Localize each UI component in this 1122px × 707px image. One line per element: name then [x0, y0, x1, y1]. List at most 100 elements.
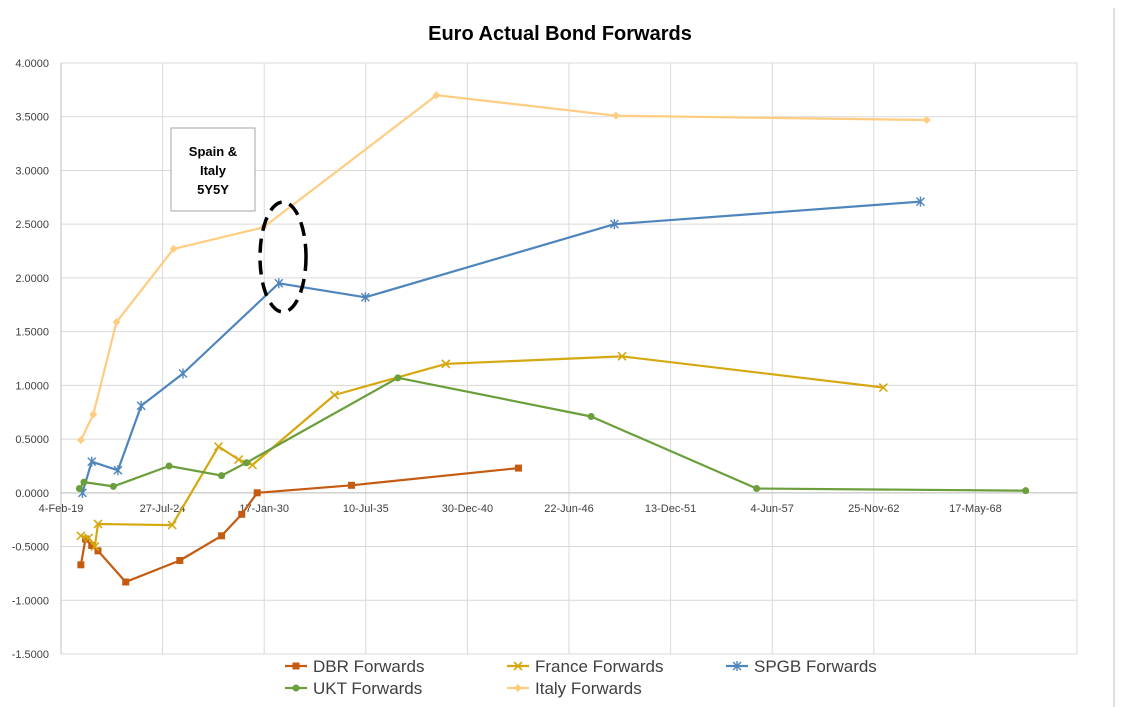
legend-label: SPGB Forwards — [754, 657, 877, 676]
legend-label: Italy Forwards — [535, 679, 642, 698]
x-tick-label: 25-Nov-62 — [848, 503, 899, 515]
legend-item-france-forwards: France Forwards — [507, 657, 663, 676]
spgb-forwards-point — [274, 278, 284, 289]
france-forwards-point — [76, 531, 86, 541]
france-forwards-point — [167, 520, 177, 530]
france-forwards-point — [90, 541, 100, 552]
y-tick-label: 1.5000 — [15, 327, 49, 339]
ukt-forwards-point — [165, 462, 173, 470]
x-tick-label: 4-Jun-57 — [750, 503, 793, 515]
italy-forwards-line — [79, 94, 927, 441]
legend-item-italy-forwards: Italy Forwards — [507, 679, 642, 698]
ukt-forwards-point — [75, 485, 83, 493]
dbr-forwards-point — [176, 557, 184, 565]
chart-title: Euro Actual Bond Forwards — [428, 23, 692, 45]
legend-swatch-marker — [292, 684, 300, 692]
dbr-forwards-point — [238, 510, 246, 518]
y-tick-label: 4.0000 — [15, 58, 49, 70]
dbr-forwards-point — [88, 541, 96, 549]
ukt-forwards-point — [1022, 487, 1030, 495]
spgb-forwards-point — [87, 456, 97, 467]
dbr-forwards-point — [77, 561, 85, 569]
dbr-forwards-point — [218, 532, 226, 540]
ukt-forwards-point — [109, 482, 117, 490]
x-tick-label: 10-Jul-35 — [343, 503, 389, 515]
italy-forwards-point — [112, 317, 121, 326]
ukt-forwards-point — [394, 374, 402, 382]
y-tick-label: 2.0000 — [15, 273, 49, 285]
ukt-forwards-line — [78, 376, 1026, 492]
legend-label: UKT Forwards — [313, 679, 422, 698]
france-forwards-point — [213, 442, 224, 452]
x-tick-label: 17-Jan-30 — [239, 503, 289, 515]
legend-item-spgb-forwards: SPGB Forwards — [726, 657, 877, 676]
annotations: Spain & Italy 5Y5Y — [170, 127, 308, 314]
x-tick-label: 13-Dec-51 — [645, 503, 696, 515]
note-line-1: Spain & — [189, 144, 237, 159]
dbr-forwards-point — [82, 535, 90, 543]
legend-label: DBR Forwards — [313, 657, 424, 676]
y-tick-label: -1.0000 — [12, 595, 49, 607]
spgb-forwards-point — [360, 292, 370, 303]
highlight-ellipse — [258, 200, 308, 314]
note-line-3: 5Y5Y — [197, 182, 229, 197]
france-forwards-point — [878, 382, 888, 393]
axes: -1.5000 -1.0000 -0.5000 0.0000 0.5000 1.0000 1… — [12, 58, 1077, 661]
dbr-forwards-point — [122, 578, 130, 586]
italy-forwards-point — [169, 244, 178, 253]
france-forwards-point — [329, 390, 340, 400]
y-tick-label: 1.0000 — [15, 380, 49, 392]
x-tick-label: 30-Dec-40 — [442, 503, 493, 515]
y-tick-label: 3.0000 — [15, 165, 49, 177]
italy-forwards-point — [922, 115, 931, 124]
note-box — [170, 127, 256, 212]
y-tick-label: -1.5000 — [12, 649, 49, 661]
france-forwards-point — [84, 533, 94, 543]
ukt-forwards-point — [218, 472, 226, 480]
france-forwards-point — [93, 519, 103, 529]
x-tick-label: 17-May-68 — [949, 503, 1002, 515]
y-tick-label: -0.5000 — [12, 542, 49, 554]
y-tick-label: 2.5000 — [15, 219, 49, 231]
dbr-forwards-series — [77, 464, 522, 586]
italy-forwards-point — [76, 436, 85, 445]
spgb-forwards-point — [915, 196, 925, 207]
y-tick-label: 0.0000 — [15, 488, 49, 500]
ukt-forwards-point — [242, 459, 250, 467]
legend-swatch-marker — [514, 684, 522, 692]
legend: DBR Forwards France Forwards SPGB Forwards… — [285, 657, 877, 698]
y-tick-label: 0.5000 — [15, 434, 49, 446]
spgb-forwards-point — [609, 219, 619, 230]
dbr-forwards-point — [253, 489, 261, 497]
france-forwards-point — [234, 454, 244, 465]
ukt-forwards-point — [587, 413, 595, 421]
france-forwards-point — [441, 359, 451, 369]
dbr-forwards-point — [347, 481, 355, 489]
ukt-forwards-series — [75, 374, 1030, 495]
spgb-forwards-series — [77, 196, 925, 498]
italy-forwards-point — [89, 410, 98, 419]
legend-item-ukt-forwards: UKT Forwards — [285, 679, 422, 698]
series-lines — [75, 91, 1030, 586]
spgb-forwards-point — [178, 368, 188, 379]
dbr-forwards-point — [94, 547, 102, 555]
spgb-forwards-point — [113, 465, 123, 476]
x-tick-label: 22-Jun-46 — [544, 503, 594, 515]
x-tick-label: 27-Jul-24 — [140, 503, 186, 515]
italy-forwards-point — [611, 111, 620, 120]
spgb-forwards-point — [136, 400, 146, 411]
legend-swatch-marker — [292, 662, 300, 670]
france-forwards-point — [617, 351, 627, 361]
dbr-forwards-point — [514, 464, 522, 472]
legend-swatch-marker — [732, 661, 742, 671]
legend-item-dbr-forwards: DBR Forwards — [285, 657, 424, 676]
ukt-forwards-point — [80, 478, 88, 486]
legend-label: France Forwards — [535, 657, 663, 676]
france-forwards-series — [76, 351, 888, 552]
legend-swatch-marker — [513, 661, 523, 671]
ukt-forwards-point — [753, 485, 761, 493]
y-tick-label: 3.5000 — [15, 112, 49, 124]
italy-forwards-series — [76, 91, 931, 445]
